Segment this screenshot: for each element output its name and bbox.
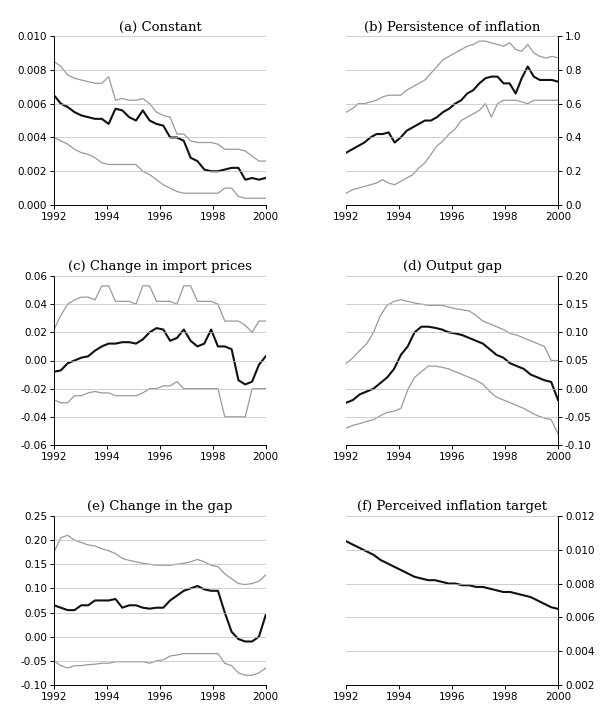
Title: (d) Output gap: (d) Output gap: [403, 260, 502, 273]
Title: (c) Change in import prices: (c) Change in import prices: [68, 260, 252, 273]
Title: (b) Persistence of inflation: (b) Persistence of inflation: [364, 20, 541, 33]
Title: (f) Perceived inflation target: (f) Perceived inflation target: [357, 500, 547, 513]
Title: (e) Change in the gap: (e) Change in the gap: [87, 500, 233, 513]
Title: (a) Constant: (a) Constant: [119, 20, 201, 33]
